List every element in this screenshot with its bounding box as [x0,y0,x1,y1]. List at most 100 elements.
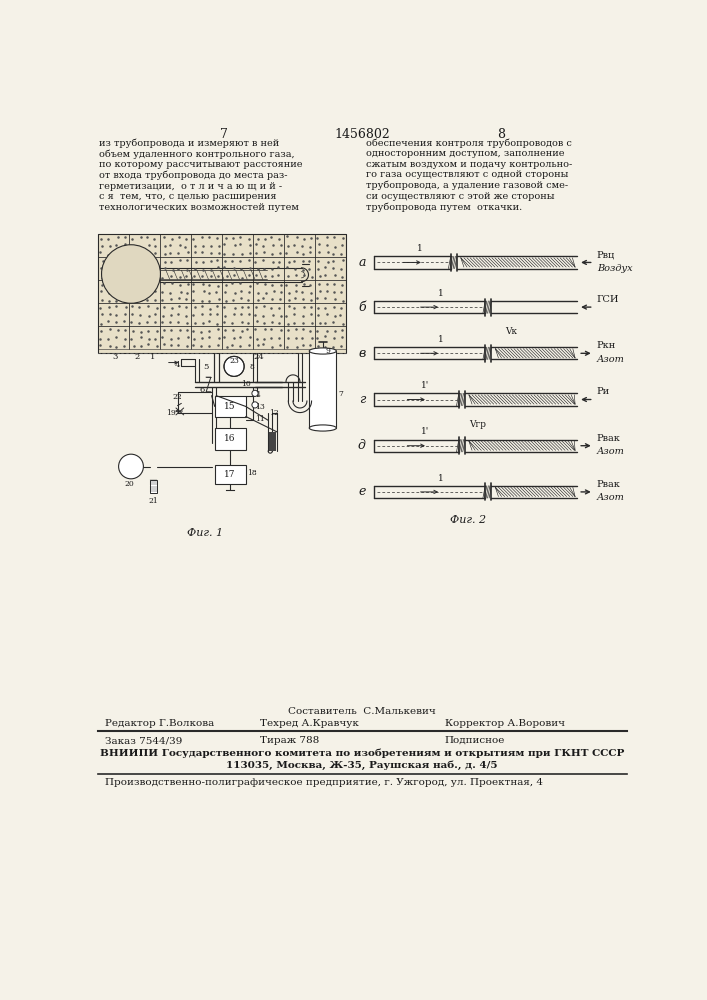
Bar [315,257,346,280]
Text: 8: 8 [498,128,506,141]
Bar [160,326,191,349]
Text: 12: 12 [269,409,279,417]
Text: 1: 1 [150,353,156,361]
Text: 3: 3 [112,353,117,361]
Bar [284,303,315,326]
Bar [191,326,222,349]
Text: в: в [358,347,366,360]
Bar [98,303,129,326]
Text: 13: 13 [255,403,265,411]
Bar [151,480,156,493]
Bar [284,257,315,280]
Bar [191,303,222,326]
Text: Азот: Азот [597,355,625,364]
Bar [252,326,284,349]
Text: 16: 16 [224,434,236,443]
Text: 5: 5 [203,363,209,371]
Circle shape [252,402,258,408]
Text: 1': 1' [421,427,429,436]
Text: 4: 4 [175,361,180,369]
Text: Ркн: Ркн [597,341,616,350]
Bar [191,257,222,280]
Text: 113035, Москва, Ж-35, Раушская наб., д. 4/5: 113035, Москва, Ж-35, Раушская наб., д. … [226,761,498,770]
Text: 15: 15 [224,402,236,411]
Bar [129,303,160,326]
Text: Корректор А.Ворович: Корректор А.Ворович [445,719,565,728]
Bar [222,257,252,280]
Text: Ри: Ри [597,387,610,396]
Text: 19: 19 [166,409,175,417]
Text: обеспечения контроля трубопроводов с
односторонним доступом, заполнение
сжатым в: обеспечения контроля трубопроводов с одн… [366,138,572,212]
Bar [129,280,160,303]
Bar [284,326,315,349]
Bar [222,234,252,257]
Circle shape [102,245,160,303]
Text: Рвак: Рвак [597,434,621,443]
Bar [129,257,160,280]
Bar [309,351,337,428]
Bar [315,280,346,303]
Circle shape [224,356,244,376]
Bar [98,234,346,353]
Text: 1: 1 [438,289,443,298]
Text: ВНИИПИ Государственного комитета по изобретениям и открытиям при ГКНТ СССР: ВНИИПИ Государственного комитета по изоб… [100,748,624,758]
Bar [252,257,284,280]
Bar [284,234,315,257]
Bar [160,257,191,280]
Bar [252,234,284,257]
Text: ГСИ: ГСИ [597,295,619,304]
Bar [129,326,160,349]
Ellipse shape [309,425,337,431]
Bar [160,234,191,257]
Text: Составитель  С.Малькевич: Составитель С.Малькевич [288,707,436,716]
Bar [315,326,346,349]
Text: Заказ 7544/39: Заказ 7544/39 [105,736,183,745]
Bar [215,396,246,417]
Bar [119,260,143,287]
Text: 24: 24 [254,353,264,361]
Text: Техред А.Кравчук: Техред А.Кравчук [260,719,359,728]
Text: 1: 1 [417,244,423,253]
Text: 1': 1' [421,381,429,390]
Bar [98,326,129,349]
Text: Тираж 788: Тираж 788 [260,736,320,745]
Text: 1: 1 [438,474,443,483]
Bar [98,234,129,257]
Text: 10: 10 [241,380,251,388]
Circle shape [252,390,258,396]
Bar [191,234,222,257]
Text: Азот: Азот [597,493,625,502]
Text: 11: 11 [255,415,264,423]
Text: Фиг. 2: Фиг. 2 [450,515,486,525]
Bar [129,234,160,257]
Bar [252,303,284,326]
Text: Воздух: Воздух [597,264,632,273]
Text: б: б [358,301,366,314]
Bar [222,280,252,303]
Text: 17: 17 [224,470,236,479]
Text: Рвак: Рвак [597,480,621,489]
Bar [215,465,246,484]
Bar [160,280,191,303]
Bar [315,303,346,326]
Text: из трубопровода и измеряют в ней
объем удаленного контрольного газа,
по которому: из трубопровода и измеряют в ней объем у… [99,138,303,212]
Bar [315,234,346,257]
Text: е: е [358,485,366,498]
Text: 22: 22 [172,393,182,401]
Text: 21: 21 [148,497,158,505]
Text: Vк: Vк [506,327,518,336]
Text: 1456802: 1456802 [334,128,390,141]
Text: 18: 18 [247,469,257,477]
Text: 6: 6 [199,386,204,394]
Text: 14: 14 [251,391,261,399]
Bar [160,303,191,326]
Text: а: а [358,256,366,269]
Text: 2: 2 [134,353,140,361]
Text: 8: 8 [250,363,255,371]
Text: Редактор Г.Волкова: Редактор Г.Волкова [105,719,215,728]
Bar [252,280,284,303]
Text: Подписное: Подписное [445,736,506,745]
Bar [222,303,252,326]
Bar [98,280,129,303]
Text: 20: 20 [125,480,134,488]
